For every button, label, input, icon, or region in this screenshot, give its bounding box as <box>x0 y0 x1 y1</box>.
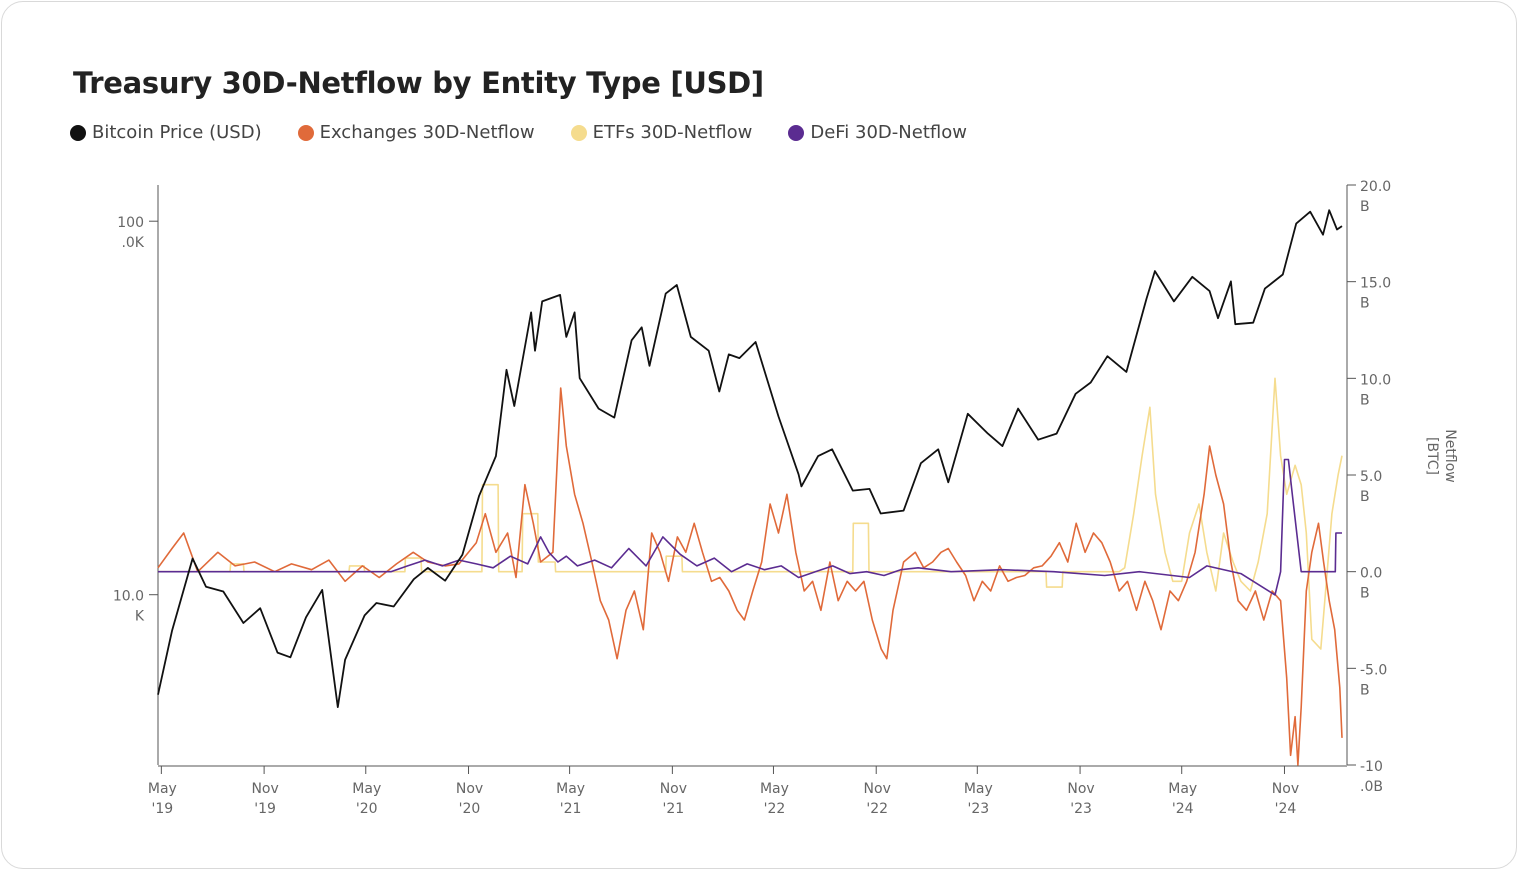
x-tick-label: Nov <box>1067 781 1094 797</box>
right-tick-label: B <box>1360 296 1370 312</box>
right-tick-label: B <box>1360 586 1370 602</box>
series-etfs-netflow <box>158 377 1343 650</box>
right-tick-label: .0B <box>1360 779 1383 795</box>
legend-swatch-etfs <box>570 124 587 141</box>
right-axis-label-unit: [BTC] <box>1424 437 1440 475</box>
right-tick-label: 5.0 <box>1360 469 1382 485</box>
chart-series <box>157 209 1343 766</box>
x-tick-label: May <box>556 781 585 797</box>
x-tick-label: '23 <box>1070 801 1092 817</box>
x-tick-label: May <box>760 781 789 797</box>
x-tick-label: '22 <box>866 801 888 817</box>
x-tick-label: Nov <box>660 781 687 797</box>
legend-item-exchanges[interactable]: Exchanges 30D-Netflow <box>297 122 535 143</box>
chart-axes: 100 .0K 10.0 K 20.0 B 15.0 B 10.0 B 5.0 B 0.0 B -5.0 B -… <box>113 179 1391 817</box>
x-tick-label: May <box>148 781 177 797</box>
left-tick-label: 100 <box>117 215 144 231</box>
legend-swatch-bitcoin-price <box>70 124 86 141</box>
legend-label-etfs: ETFs 30D-Netflow <box>592 122 753 143</box>
right-tick-label: -10 <box>1360 759 1383 775</box>
x-tick-label: '21 <box>560 801 582 817</box>
x-tick-label: '24 <box>1172 801 1194 817</box>
right-tick-label: 15.0 <box>1360 276 1391 292</box>
x-tick-label: Nov <box>251 781 278 797</box>
right-axis-label-netflow: Netflow <box>1442 429 1458 482</box>
legend-swatch-defi <box>788 124 805 141</box>
x-tick-label: '20 <box>356 801 378 817</box>
x-tick-label: '19 <box>254 801 276 817</box>
x-tick-label: May <box>964 781 993 797</box>
legend-label-exchanges: Exchanges 30D-Netflow <box>319 122 535 143</box>
legend-item-bitcoin-price[interactable]: Bitcoin Price (USD) <box>70 122 262 143</box>
legend-item-defi[interactable]: DeFi 30D-Netflow <box>788 122 967 143</box>
x-tick-label: '19 <box>152 801 174 817</box>
right-tick-label: 0.0 <box>1360 566 1382 582</box>
right-tick-label: B <box>1360 489 1370 505</box>
x-tick-label: '24 <box>1275 801 1297 817</box>
right-tick-label: B <box>1360 682 1370 698</box>
series-exchanges-netflow <box>157 387 1343 766</box>
legend-swatch-exchanges <box>297 124 314 141</box>
legend-item-etfs[interactable]: ETFs 30D-Netflow <box>570 122 753 143</box>
series-defi-netflow <box>158 458 1342 596</box>
x-tick-label: '22 <box>764 801 786 817</box>
chart-title: Treasury 30D-Netflow by Entity Type [USD… <box>73 66 764 100</box>
left-tick-label: .0K <box>121 235 144 251</box>
legend-label-bitcoin-price: Bitcoin Price (USD) <box>92 122 262 143</box>
x-tick-label: '23 <box>967 801 989 817</box>
x-tick-label: Nov <box>1272 781 1299 797</box>
x-tick-label: '21 <box>663 801 685 817</box>
left-tick-label: K <box>135 609 145 625</box>
legend-label-defi: DeFi 30D-Netflow <box>810 122 967 143</box>
x-tick-label: May <box>352 781 381 797</box>
legend: Bitcoin Price (USD) Exchanges 30D-Netflo… <box>70 122 967 143</box>
right-tick-label: B <box>1360 392 1370 408</box>
right-tick-label: 10.0 <box>1360 372 1391 388</box>
x-tick-label: May <box>1168 781 1197 797</box>
right-tick-label: B <box>1360 199 1370 215</box>
x-tick-label: Nov <box>456 781 483 797</box>
x-tick-label: '20 <box>459 801 481 817</box>
left-tick-label: 10.0 <box>113 589 144 605</box>
x-tick-label: Nov <box>864 781 891 797</box>
right-tick-label: 20.0 <box>1360 179 1391 195</box>
series-bitcoin-price <box>157 209 1343 708</box>
right-tick-label: -5.0 <box>1360 662 1387 678</box>
